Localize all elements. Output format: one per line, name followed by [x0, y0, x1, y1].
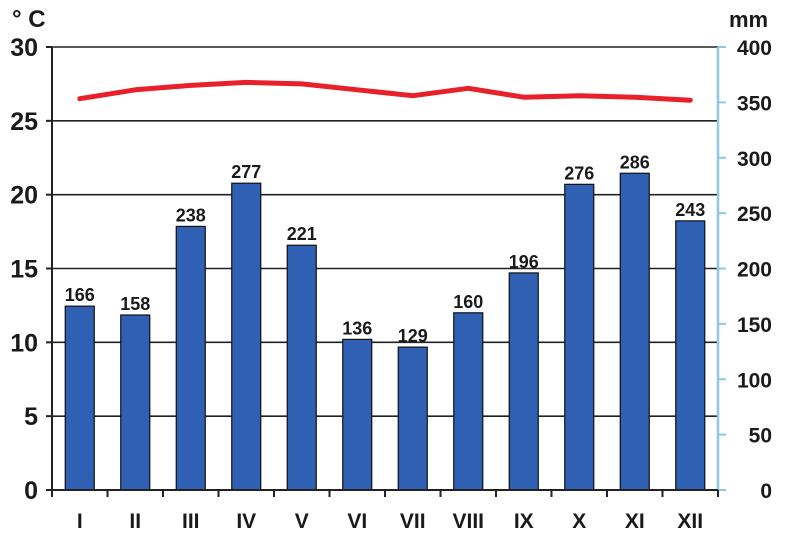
left-tick-label: 15: [10, 256, 38, 284]
precipitation-bar: [675, 220, 706, 491]
x-tick-label: IV: [236, 510, 256, 533]
x-tick-label: II: [129, 510, 141, 533]
bar-value-label: 166: [65, 285, 95, 305]
right-tick-label: 350: [737, 92, 772, 115]
left-tick-label: 10: [10, 329, 38, 357]
bar-value-label: 160: [453, 292, 483, 312]
temperature-line: [77, 79, 693, 103]
precipitation-bar: [231, 182, 262, 491]
x-tick-label: VIII: [452, 510, 484, 533]
bar-value-label: 196: [509, 252, 539, 272]
bar-value-label: 243: [675, 200, 705, 220]
x-tick-label: IX: [514, 510, 534, 533]
right-tick-label: 0: [760, 480, 772, 503]
right-tick-label: 50: [749, 425, 772, 448]
left-tick-labels: 0 5 10 15 20 25 30: [10, 34, 52, 505]
precipitation-bar: [508, 272, 539, 491]
bar-value-labels: 166 158 238 277 221 136 129 160 196 276 286 243: [65, 152, 706, 346]
precipitation-bar: [397, 346, 428, 491]
bar-value-label: 129: [398, 326, 428, 346]
precipitation-bars: [64, 172, 706, 491]
left-tick-label: 5: [24, 403, 38, 431]
right-tick-label: 200: [737, 259, 772, 282]
x-tick-label: X: [572, 510, 586, 533]
bar-value-label: 286: [620, 152, 650, 172]
precipitation-bar: [453, 312, 484, 491]
x-tick-label: VI: [347, 510, 367, 533]
precipitation-bar: [175, 225, 206, 491]
bar-value-label: 277: [231, 162, 261, 182]
temperature-series: [77, 79, 693, 103]
x-tick-label: VII: [400, 510, 426, 533]
left-tick-label: 30: [10, 34, 38, 62]
precipitation-bar: [120, 314, 151, 491]
left-axis-unit: ° C: [12, 6, 46, 33]
bar-value-label: 276: [564, 163, 594, 183]
x-tick-label: I: [77, 510, 83, 533]
left-tick-label: 20: [10, 182, 38, 210]
right-tick-label: 100: [737, 369, 772, 392]
right-tick-label: 150: [737, 314, 772, 337]
x-tick-label: XII: [677, 510, 703, 533]
bar-value-label: 221: [287, 224, 317, 244]
right-tick-label: 250: [737, 203, 772, 226]
left-tick-label: 0: [24, 477, 38, 505]
right-axis-unit: mm: [729, 7, 768, 32]
precipitation-bar: [64, 305, 95, 491]
precipitation-bar: [286, 244, 317, 491]
right-tick-labels: 0 50 100 150 200 250 300 350 400: [718, 37, 772, 503]
x-tick-label: XI: [625, 510, 645, 533]
right-tick-label: 400: [737, 37, 772, 60]
precipitation-bar: [619, 172, 650, 491]
grid-lines: [52, 46, 718, 417]
precipitation-bar: [564, 183, 595, 491]
x-tick-labels: I II III IV V VI VII VIII IX X XI XII: [51, 490, 719, 533]
x-tick-label: III: [182, 510, 200, 533]
bar-value-label: 238: [176, 205, 206, 225]
x-tick-label: V: [295, 510, 309, 533]
right-tick-label: 300: [737, 148, 772, 171]
bar-value-label: 136: [342, 318, 372, 338]
bar-value-label: 158: [120, 294, 150, 314]
precipitation-bar: [342, 338, 373, 491]
left-tick-label: 25: [10, 108, 38, 136]
